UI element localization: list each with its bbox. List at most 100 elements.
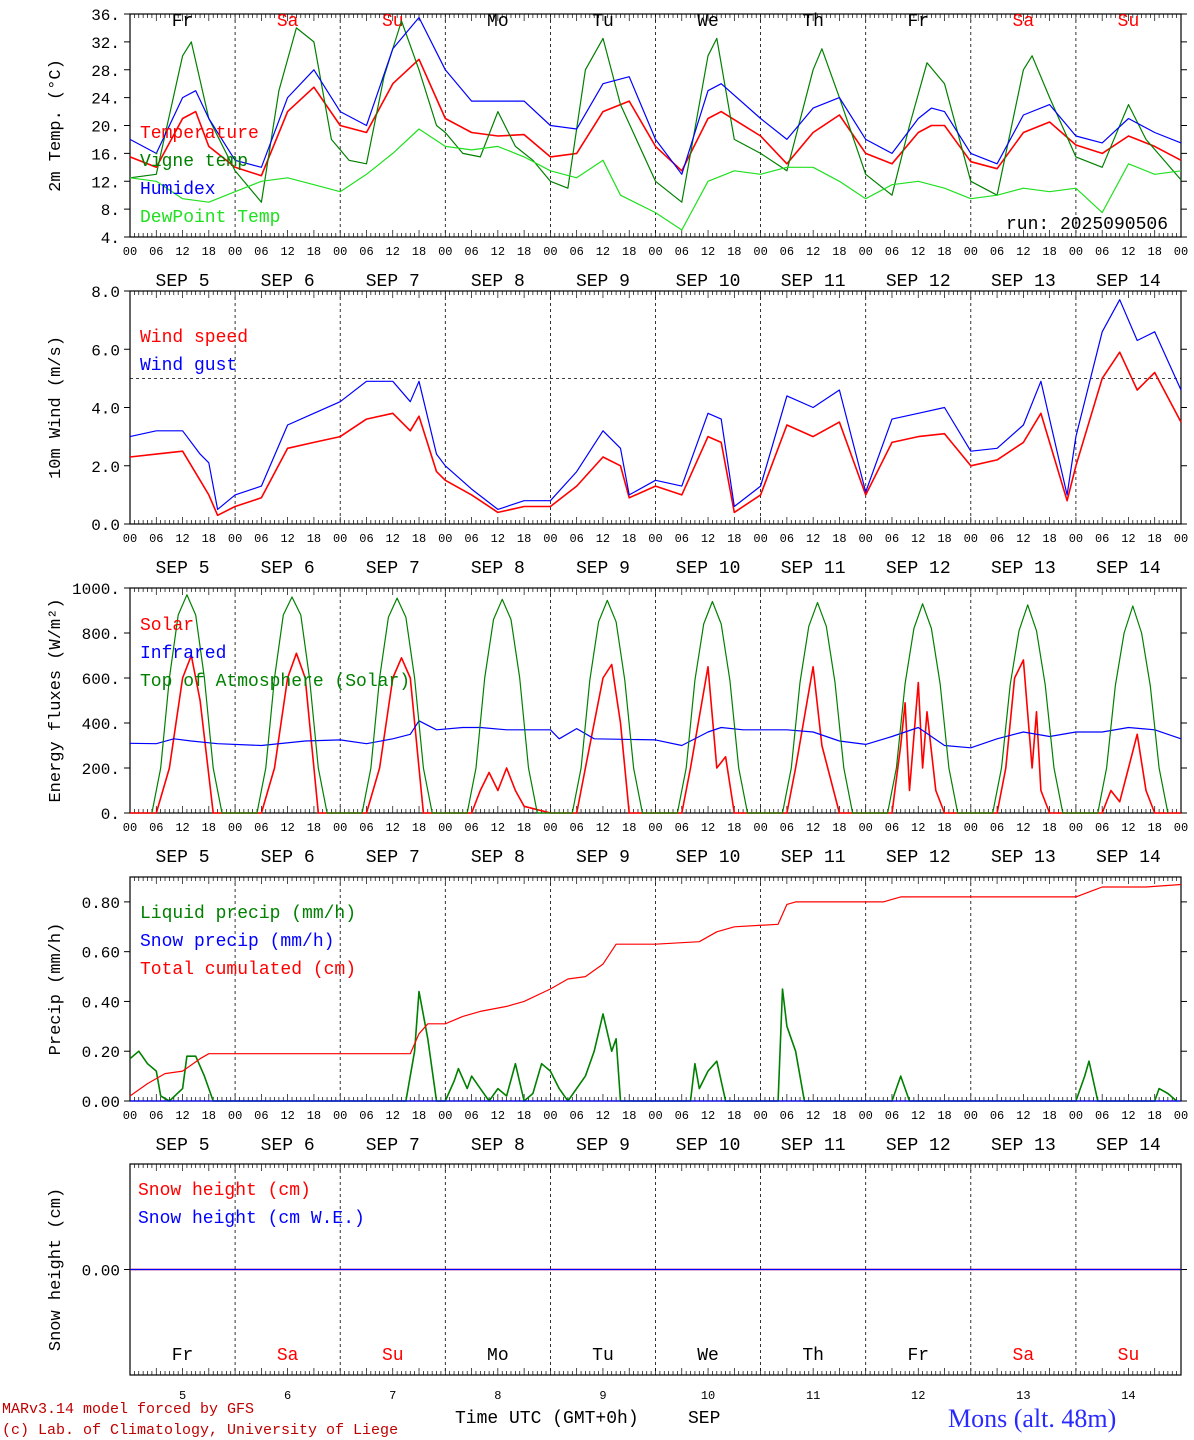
day-name-label: Su — [1118, 12, 1140, 32]
date-label: SEP 8 — [471, 272, 525, 292]
panel-2: 0.0 2.0 4.0 6.0 8.0 10m Wind (m/s) 00 06 12 18 SEP… — [47, 284, 1188, 579]
hour-tick-label: 18 — [307, 245, 321, 259]
date-label: SEP 14 — [1096, 559, 1161, 579]
hour-tick-label: 12 — [596, 821, 610, 835]
hour-tick-label: 00 — [228, 245, 242, 259]
hour-tick-label: 12 — [491, 245, 505, 259]
hour-tick-label: 06 — [675, 1109, 689, 1123]
hour-tick-label: 06 — [569, 532, 583, 546]
y-tick-label: 0.20 — [82, 1044, 120, 1062]
hour-tick-label: 18 — [937, 532, 951, 546]
credit-line-1: MARv3.14 model forced by GFS — [2, 1401, 254, 1418]
plot-frame — [129, 13, 1182, 238]
date-label: SEP 11 — [781, 559, 846, 579]
hour-tick-label: 12 — [1121, 532, 1135, 546]
hour-tick-label: 12 — [911, 245, 925, 259]
date-label: SEP 7 — [366, 848, 420, 868]
hour-tick-label: 00 — [438, 821, 452, 835]
legend-entry: Wind speed — [140, 328, 248, 348]
hour-tick-label: 06 — [990, 245, 1004, 259]
hour-tick-label: 00 — [648, 821, 662, 835]
hour-tick-label: 12 — [596, 1109, 610, 1123]
hour-tick-label: 00 — [858, 1109, 872, 1123]
y-axis-label: Energy fluxes (W/m²) — [47, 598, 66, 802]
station-name: Mons (alt. 48m) — [948, 1404, 1116, 1433]
hour-tick-label: 18 — [1148, 821, 1162, 835]
date-label: SEP 9 — [576, 848, 630, 868]
hour-tick-label: 06 — [990, 532, 1004, 546]
hour-tick-label: 12 — [806, 532, 820, 546]
hour-tick-label: 12 — [701, 245, 715, 259]
day-name-label: Sa — [1013, 12, 1035, 32]
y-tick-label: 0.00 — [82, 1094, 120, 1112]
hour-tick-label: 18 — [937, 821, 951, 835]
hour-tick-label: 12 — [491, 821, 505, 835]
hour-tick-label: 18 — [1148, 245, 1162, 259]
date-label: SEP 11 — [781, 272, 846, 292]
y-tick-label: 8. — [101, 202, 120, 220]
y-tick-label: 8.0 — [91, 284, 120, 302]
hour-tick-label: 06 — [359, 821, 373, 835]
hour-tick-label: 00 — [753, 245, 767, 259]
series-line-top-of-atmosphere-solar- — [151, 594, 1169, 814]
hour-tick-label: 00 — [123, 1109, 137, 1123]
hour-tick-label: 00 — [648, 1109, 662, 1123]
hour-tick-label: 00 — [1174, 821, 1188, 835]
series-line-liquid-precip-mm-h- — [129, 988, 1178, 1102]
hour-tick-label: 06 — [569, 1109, 583, 1123]
legend-entry: Liquid precip (mm/h) — [140, 904, 356, 924]
hour-tick-label: 12 — [596, 532, 610, 546]
hour-tick-label: 00 — [1069, 532, 1083, 546]
date-label: SEP 7 — [366, 272, 420, 292]
day-name-label: Fr — [172, 1346, 194, 1366]
y-tick-label: 4. — [101, 230, 120, 248]
day-name-label: Fr — [172, 12, 194, 32]
hour-tick-label: 12 — [491, 1109, 505, 1123]
date-label: SEP 10 — [676, 272, 741, 292]
hour-tick-label: 00 — [438, 245, 452, 259]
panel-1: 4. 8. 12. 16. 20. 24. 28. 32. 36. 2m Temp. (°C) 00… — [47, 7, 1188, 292]
hour-tick-label: 06 — [1095, 1109, 1109, 1123]
day-name-label: Th — [802, 12, 824, 32]
hour-tick-label: 06 — [569, 821, 583, 835]
hour-tick-label: 06 — [780, 532, 794, 546]
legend-entry: Top of Atmosphere (Solar) — [140, 672, 410, 692]
date-label: SEP 7 — [366, 559, 420, 579]
date-label: SEP 8 — [471, 848, 525, 868]
hour-tick-label: 18 — [1042, 821, 1056, 835]
hour-tick-label: 18 — [622, 821, 636, 835]
hour-tick-label: 12 — [175, 532, 189, 546]
legend-entry: Vigne temp — [140, 152, 248, 172]
hour-tick-label: 18 — [517, 1109, 531, 1123]
y-tick-label: 0.40 — [82, 994, 120, 1012]
hour-tick-label: 12 — [911, 532, 925, 546]
hour-tick-label: 00 — [1174, 245, 1188, 259]
hour-tick-label: 00 — [1069, 821, 1083, 835]
hour-tick-label: 18 — [202, 1109, 216, 1123]
day-name-label: Su — [382, 12, 404, 32]
legend-entry: Temperature — [140, 124, 259, 144]
date-label: SEP 6 — [261, 272, 315, 292]
day-number-label: 10 — [701, 1389, 715, 1403]
date-label: SEP 8 — [471, 559, 525, 579]
hour-tick-label: 12 — [175, 821, 189, 835]
hour-tick-label: 18 — [937, 245, 951, 259]
date-label: SEP 8 — [471, 1136, 525, 1156]
hour-tick-label: 06 — [1095, 532, 1109, 546]
hour-tick-label: 00 — [964, 245, 978, 259]
day-number-label: 9 — [599, 1389, 606, 1403]
panel-5: 0.00 Snow height (cm) 5 6 7 8 9 10 11 12 13 14 Fr Sa S… — [47, 1163, 1187, 1403]
legend-entry: Snow height (cm) — [138, 1181, 311, 1201]
hour-tick-label: 06 — [464, 821, 478, 835]
y-tick-label: 0.0 — [91, 517, 120, 535]
date-label: SEP 14 — [1096, 1136, 1161, 1156]
hour-tick-label: 18 — [727, 532, 741, 546]
hour-tick-label: 12 — [911, 1109, 925, 1123]
date-label: SEP 14 — [1096, 848, 1161, 868]
y-tick-label: 800. — [82, 626, 120, 644]
hour-tick-label: 12 — [701, 1109, 715, 1123]
hour-tick-label: 00 — [438, 1109, 452, 1123]
series-line-vigne-temp — [129, 20, 1182, 203]
hour-tick-label: 00 — [858, 245, 872, 259]
hour-tick-label: 18 — [1042, 532, 1056, 546]
